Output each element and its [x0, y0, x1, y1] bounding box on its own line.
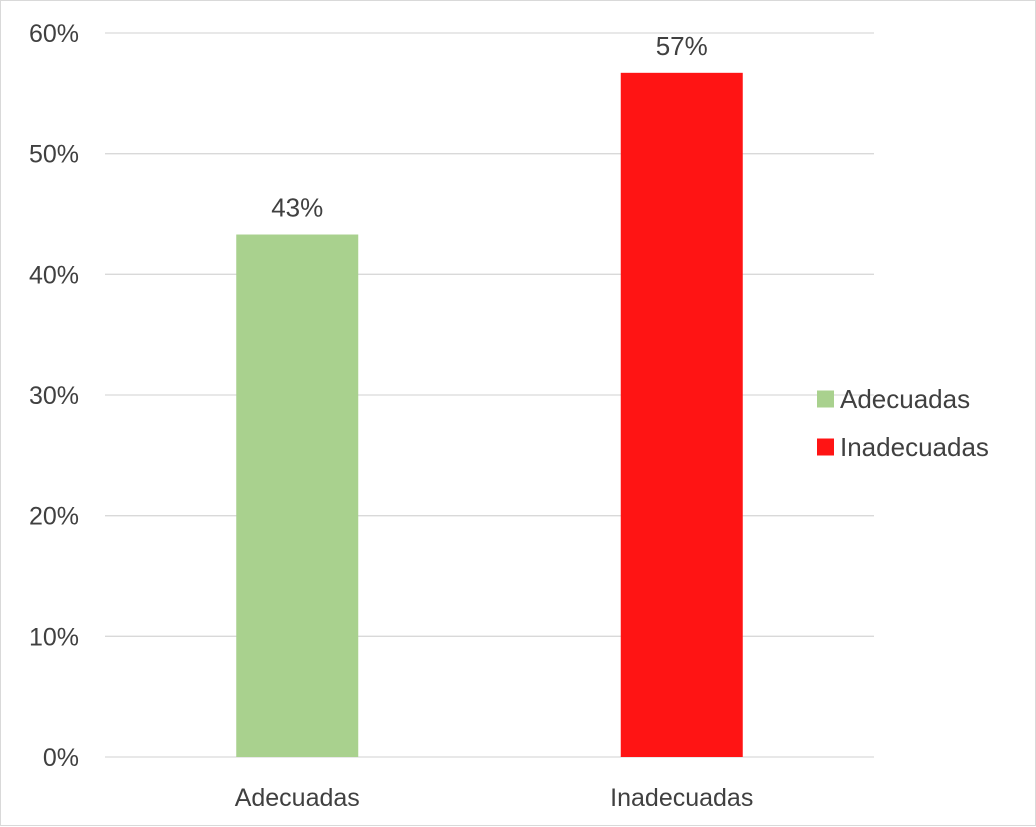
bar-adecuadas [236, 234, 359, 758]
y-tick-label: 30% [29, 382, 79, 410]
data-label: 57% [656, 31, 708, 61]
y-tick-label: 50% [29, 141, 79, 169]
legend-swatch [817, 438, 834, 456]
y-axis: 0% 10% 20% 30% 40% 50% 60% [29, 20, 79, 772]
legend-swatch [817, 390, 834, 408]
x-tick-label: Inadecuadas [610, 784, 753, 812]
y-tick-label: 40% [29, 261, 79, 289]
bars [236, 72, 743, 758]
y-tick-label: 60% [29, 20, 79, 48]
bar-inadecuadas [620, 72, 743, 757]
legend: Adecuadas Inadecuadas [817, 384, 989, 462]
y-tick-label: 0% [43, 744, 79, 772]
x-tick-label: Adecuadas [235, 784, 360, 812]
data-labels: 43% 57% [271, 31, 708, 223]
y-tick-label: 20% [29, 503, 79, 531]
data-label: 43% [271, 193, 323, 223]
y-tick-label: 10% [29, 623, 79, 651]
gridlines [105, 32, 874, 758]
legend-label: Adecuadas [840, 384, 970, 414]
legend-label: Inadecuadas [840, 432, 989, 462]
x-axis: Adecuadas Inadecuadas [235, 784, 754, 812]
